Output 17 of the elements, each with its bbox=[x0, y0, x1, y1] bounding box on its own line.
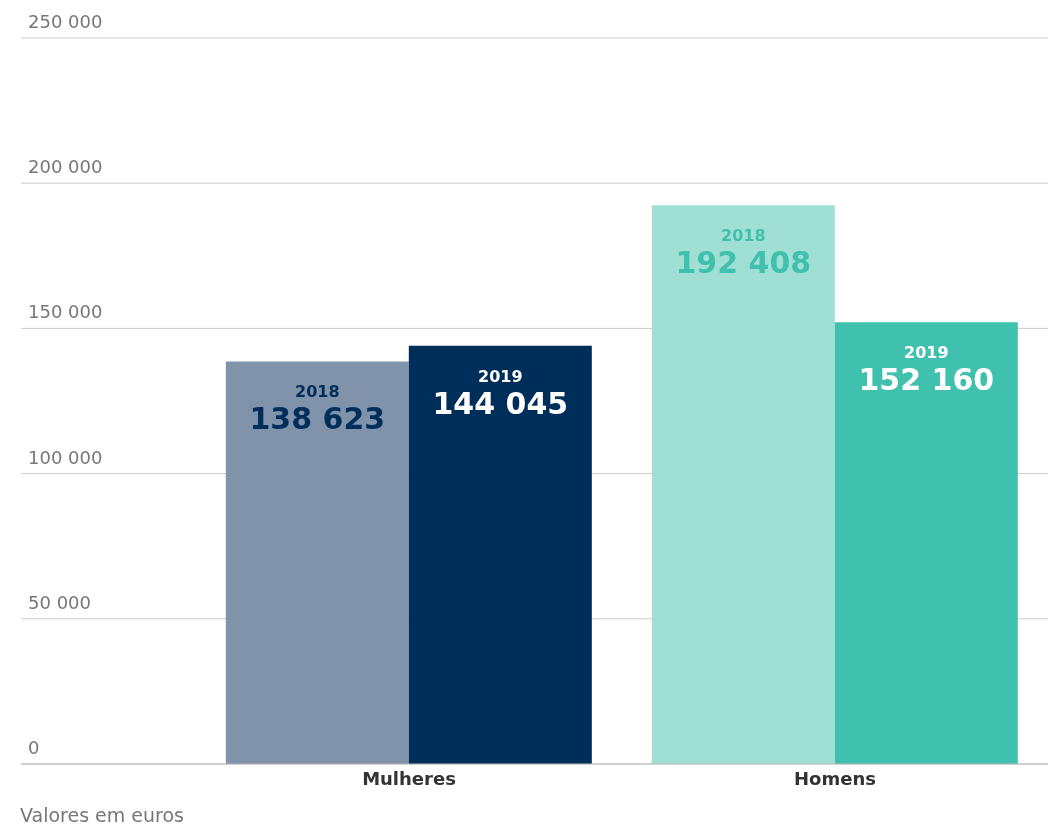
text: 2018 bbox=[721, 226, 766, 246]
y-tick-label: 100 000 bbox=[28, 446, 103, 468]
text: Valores em euros bbox=[20, 804, 185, 826]
x-tick-label: Homens bbox=[794, 767, 876, 789]
x-tick-label: Mulheres bbox=[362, 767, 456, 789]
y-tick-label: 250 000 bbox=[28, 11, 103, 32]
data-label: 138 623 bbox=[249, 401, 386, 437]
text: 2019 bbox=[904, 343, 949, 363]
data-label: 192 408 bbox=[675, 245, 812, 281]
series-label: 2018 bbox=[295, 382, 340, 402]
series-label: 2019 bbox=[478, 366, 523, 386]
y-tick-label: 50 000 bbox=[28, 591, 91, 613]
y-tick-label: 150 000 bbox=[28, 301, 103, 323]
y-tick-label: 200 000 bbox=[28, 156, 103, 178]
data-label: 144 045 bbox=[432, 385, 569, 421]
y-tick-label: 0 bbox=[28, 737, 40, 758]
data-label: 152 160 bbox=[858, 362, 995, 398]
